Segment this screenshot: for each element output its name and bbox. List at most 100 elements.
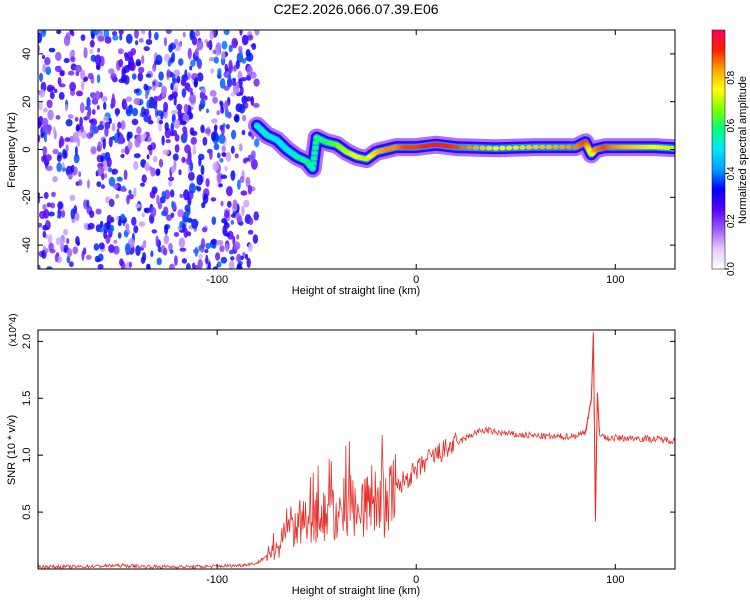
noise-speck xyxy=(141,212,145,218)
y-tick-label: 2.0 xyxy=(21,334,33,349)
noise-speck xyxy=(241,95,248,105)
noise-speck xyxy=(44,124,50,135)
noise-speck xyxy=(86,111,91,120)
noise-speck xyxy=(83,77,87,82)
noise-speck xyxy=(177,109,182,118)
noise-speck xyxy=(236,263,243,269)
noise-speck xyxy=(241,34,249,46)
ridge-point xyxy=(479,145,486,151)
ridge-point xyxy=(309,166,316,171)
noise-speck xyxy=(42,146,48,156)
colorbar-axes: 0.0 0.2 0.4 0.6 0.8 xyxy=(725,70,737,276)
noise-speck xyxy=(239,175,245,183)
noise-speck xyxy=(45,66,51,76)
noise-speck xyxy=(217,152,221,159)
noise-speck xyxy=(40,132,45,139)
noise-speck xyxy=(180,120,187,126)
noise-speck xyxy=(152,81,156,86)
noise-speck xyxy=(89,39,95,48)
ridge-point xyxy=(545,144,553,150)
noise-speck xyxy=(242,158,248,164)
noise-speck xyxy=(238,45,243,53)
noise-speck xyxy=(231,129,237,140)
noise-speck xyxy=(41,155,47,163)
noise-speck xyxy=(174,38,179,46)
ridge-point xyxy=(519,145,526,150)
noise-speck xyxy=(89,124,94,134)
noise-speck xyxy=(111,93,115,103)
colorbar-tick-label: 0.6 xyxy=(726,118,737,132)
noise-speck xyxy=(183,189,190,201)
y-tick-label: 1.5 xyxy=(21,391,33,406)
noise-speck xyxy=(94,54,102,66)
noise-speck xyxy=(237,179,241,190)
noise-speck xyxy=(65,119,73,127)
noise-speck xyxy=(120,153,125,159)
noise-speck xyxy=(221,145,226,153)
noise-speck xyxy=(125,106,133,117)
noise-speck xyxy=(155,168,161,176)
noise-speck xyxy=(115,215,120,221)
ridge-point xyxy=(539,144,546,150)
noise-speck xyxy=(198,245,202,251)
noise-speck xyxy=(227,77,233,88)
ridge-point xyxy=(459,145,466,150)
noise-speck xyxy=(181,88,187,98)
noise-speck xyxy=(91,98,99,105)
noise-speck xyxy=(201,227,208,233)
noise-speck xyxy=(146,154,150,160)
noise-speck xyxy=(212,161,219,172)
noise-speck xyxy=(86,96,91,108)
noise-speck xyxy=(235,81,240,90)
noise-speck xyxy=(112,184,119,190)
noise-speck xyxy=(119,33,123,41)
noise-speck xyxy=(167,180,173,187)
noise-speck xyxy=(143,46,150,52)
noise-speck xyxy=(189,65,193,71)
figure-title: C2E2.2026.066.07.39.E06 xyxy=(273,1,438,17)
noise-speck xyxy=(120,213,126,222)
noise-speck xyxy=(38,196,41,204)
noise-speck xyxy=(108,68,115,75)
noise-speck xyxy=(166,69,171,78)
noise-speck xyxy=(221,218,227,224)
noise-speck xyxy=(199,98,206,109)
noise-speck xyxy=(97,257,101,263)
noise-speck xyxy=(216,261,222,268)
noise-speck xyxy=(190,136,197,145)
y-tick-label: -40 xyxy=(21,237,33,253)
noise-speck xyxy=(179,247,187,252)
noise-speck xyxy=(82,247,87,255)
noise-speck xyxy=(201,202,206,209)
y-tick-label: 0 xyxy=(21,146,33,152)
noise-speck xyxy=(166,214,172,221)
snr-ylabel: SNR (10 * v/v) xyxy=(6,415,18,485)
noise-speck xyxy=(248,154,255,163)
noise-speck xyxy=(239,86,244,96)
noise-speck xyxy=(69,194,76,202)
noise-speck xyxy=(192,262,196,269)
noise-speck xyxy=(182,126,188,134)
noise-speck xyxy=(57,201,64,210)
noise-speck xyxy=(217,68,222,77)
noise-speck xyxy=(143,207,148,213)
noise-speck xyxy=(118,30,124,35)
noise-speck xyxy=(133,97,141,105)
noise-speck xyxy=(155,54,163,65)
noise-speck xyxy=(171,200,175,209)
noise-speck xyxy=(45,219,50,227)
ridge-point xyxy=(565,144,572,150)
noise-speck xyxy=(191,218,199,229)
noise-speck xyxy=(215,252,221,261)
noise-speck xyxy=(83,47,88,59)
noise-speck xyxy=(138,38,144,43)
noise-speck xyxy=(189,127,195,136)
noise-speck xyxy=(213,56,219,64)
noise-speck xyxy=(228,44,233,53)
noise-speck xyxy=(183,103,189,114)
noise-speck xyxy=(99,121,103,126)
noise-speck xyxy=(136,61,141,66)
noise-speck xyxy=(104,126,109,137)
noise-speck xyxy=(112,31,118,36)
noise-speck xyxy=(124,243,131,254)
